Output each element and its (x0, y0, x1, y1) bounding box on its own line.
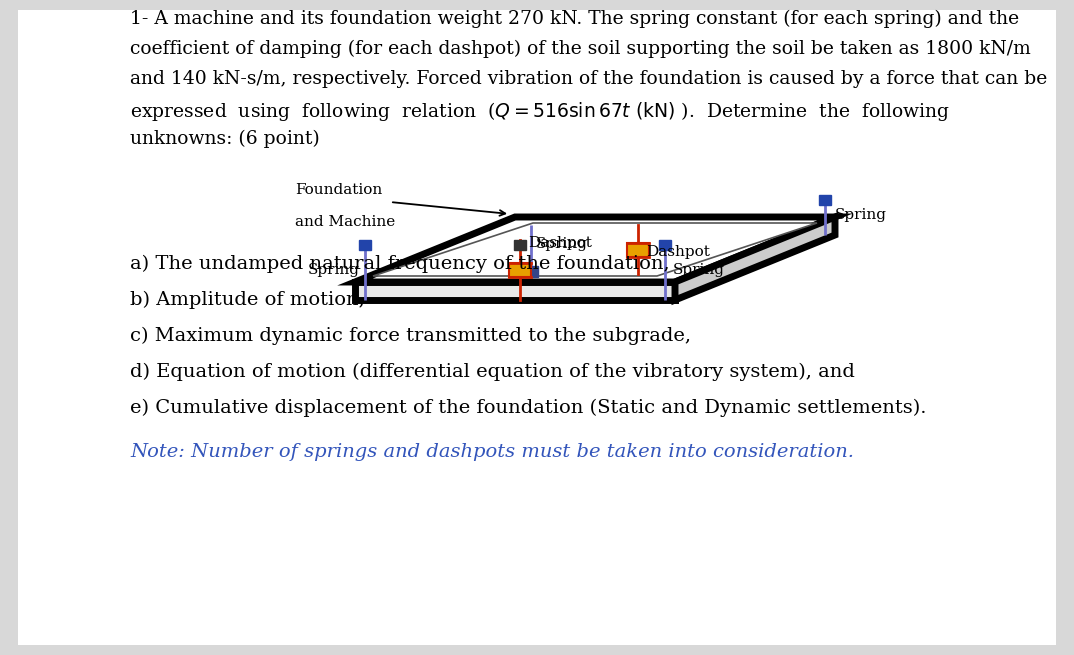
Bar (819, 195, 831, 205)
Text: e) Cumulative displacement of the foundation (Static and Dynamic settlements).: e) Cumulative displacement of the founda… (130, 399, 927, 417)
Text: b) Amplitude of motion,: b) Amplitude of motion, (130, 291, 365, 309)
Text: Dashpot: Dashpot (528, 236, 592, 250)
Text: Spring: Spring (308, 263, 360, 277)
Text: d) Equation of motion (differential equation of the vibratory system), and: d) Equation of motion (differential equa… (130, 363, 855, 381)
Bar (627, 242, 649, 257)
Text: Spring: Spring (536, 237, 587, 251)
Text: Spring: Spring (673, 263, 725, 277)
Bar (659, 240, 671, 250)
Bar (514, 240, 526, 250)
Bar (509, 263, 531, 277)
Text: 1- A machine and its foundation weight 270 kN. The spring constant (for each spr: 1- A machine and its foundation weight 2… (130, 10, 1019, 28)
Polygon shape (373, 223, 817, 276)
Polygon shape (674, 217, 834, 300)
Text: expressed  using  following  relation  ($Q = 516\sin 67t\ \mathrm{(kN)}$ ).  Det: expressed using following relation ($Q =… (130, 100, 950, 123)
Text: coefficient of damping (for each dashpot) of the soil supporting the soil be tak: coefficient of damping (for each dashpot… (130, 40, 1031, 58)
Text: c) Maximum dynamic force transmitted to the subgrade,: c) Maximum dynamic force transmitted to … (130, 327, 691, 345)
Text: unknowns: (6 point): unknowns: (6 point) (130, 130, 320, 148)
Text: Spring: Spring (834, 208, 887, 222)
Text: and Machine: and Machine (295, 215, 395, 229)
Text: and 140 kN-s/m, respectively. Forced vibration of the foundation is caused by a : and 140 kN-s/m, respectively. Forced vib… (130, 70, 1047, 88)
Text: Foundation: Foundation (295, 183, 382, 197)
Text: a) The undamped natural frequency of the foundation,: a) The undamped natural frequency of the… (130, 255, 669, 273)
Bar (359, 240, 371, 250)
Text: Dashpot: Dashpot (645, 245, 710, 259)
Polygon shape (355, 282, 674, 300)
Bar (524, 266, 537, 277)
Text: Note: Number of springs and dashpots must be taken into consideration.: Note: Number of springs and dashpots mus… (130, 443, 854, 461)
Polygon shape (355, 217, 834, 282)
